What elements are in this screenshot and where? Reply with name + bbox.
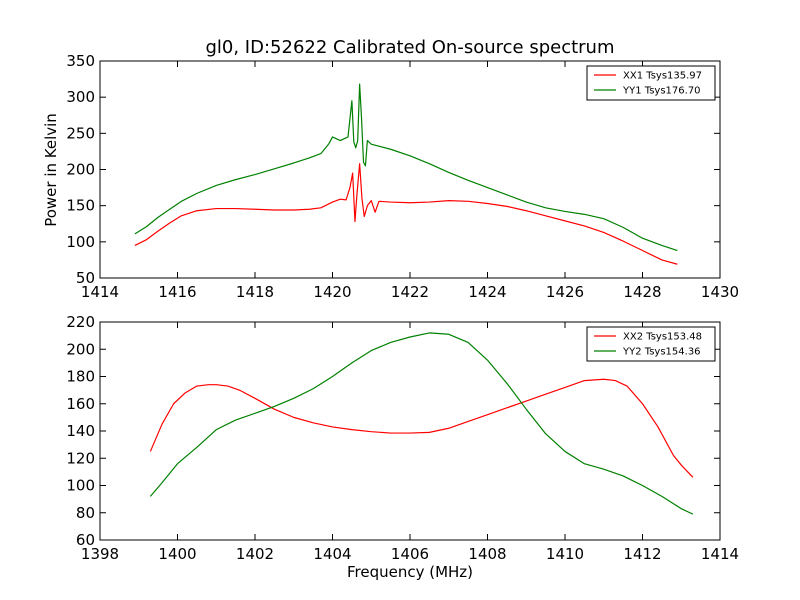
chart-title: gl0, ID:52622 Calibrated On-source spect… <box>205 37 614 58</box>
bottom-y-tick-label: 100 <box>66 477 95 495</box>
top-y-tick-label: 350 <box>66 52 95 70</box>
top-x-tick-label: 1418 <box>236 283 274 301</box>
top-y-axis-label: Power in Kelvin <box>42 113 60 227</box>
bottom-x-tick-label: 1398 <box>81 545 119 563</box>
top-series-line-2 <box>134 83 678 252</box>
top-x-tick-label: 1422 <box>391 283 429 301</box>
bottom-x-tick-label: 1400 <box>158 545 196 563</box>
bottom-y-tick-label: 180 <box>66 368 95 386</box>
top-y-tick-label: 200 <box>66 161 95 179</box>
top-plot-panel: 1414 1416 1418 1420 1422 1424 1426 1428 1430 50 10… <box>66 52 739 301</box>
bottom-x-tick-label: 1402 <box>236 545 274 563</box>
bottom-y-tick-label: 220 <box>66 313 95 331</box>
top-y-tick-label: 300 <box>66 88 95 106</box>
top-legend: XX1 Tsys135.97 YY1 Tsys176.70 <box>586 65 716 101</box>
bottom-plot-panel: 1398 1400 1402 1404 1406 1408 1410 1412 1414 60 80… <box>66 313 739 563</box>
top-legend-label-1: XX1 Tsys135.97 <box>623 71 702 82</box>
bottom-x-tick-label: 1410 <box>546 545 584 563</box>
top-x-tick-label: 1416 <box>158 283 196 301</box>
bottom-series-line-2 <box>149 332 694 515</box>
bottom-y-tick-label: 120 <box>66 449 95 467</box>
top-y-tick-label: 50 <box>76 269 95 287</box>
top-y-tick-label: 150 <box>66 197 95 215</box>
bottom-x-axis-label: Frequency (MHz) <box>347 563 473 581</box>
top-x-tick-label: 1428 <box>623 283 661 301</box>
top-x-tick-label: 1424 <box>468 283 506 301</box>
top-y-tick-label: 250 <box>66 124 95 142</box>
bottom-legend: XX2 Tsys153.48 YY2 Tsys154.36 <box>586 326 716 362</box>
top-x-tick-label: 1426 <box>546 283 584 301</box>
top-legend-box <box>586 65 716 101</box>
bottom-y-tick-label: 60 <box>76 531 95 549</box>
top-x-tick-label: 1420 <box>313 283 351 301</box>
bottom-y-tick-label: 80 <box>76 504 95 522</box>
top-y-tick-label: 100 <box>66 233 95 251</box>
bottom-x-tick-label: 1404 <box>313 545 351 563</box>
bottom-y-tick-label: 200 <box>66 340 95 358</box>
top-x-tick-label: 1414 <box>81 283 119 301</box>
bottom-y-tick-label: 160 <box>66 395 95 413</box>
top-legend-label-2: YY1 Tsys176.70 <box>622 86 701 97</box>
top-series-line-1 <box>134 163 678 265</box>
bottom-x-tick-label: 1414 <box>701 545 739 563</box>
top-x-tick-label: 1430 <box>701 283 739 301</box>
bottom-y-tick-label: 140 <box>66 422 95 440</box>
bottom-legend-label-2: YY2 Tsys154.36 <box>622 347 701 358</box>
bottom-x-tick-label: 1408 <box>468 545 506 563</box>
bottom-x-tick-label: 1406 <box>391 545 429 563</box>
bottom-x-tick-label: 1412 <box>623 545 661 563</box>
bottom-legend-box <box>586 326 716 362</box>
bottom-legend-label-1: XX2 Tsys153.48 <box>623 332 702 343</box>
bottom-series-line-1 <box>149 378 694 478</box>
